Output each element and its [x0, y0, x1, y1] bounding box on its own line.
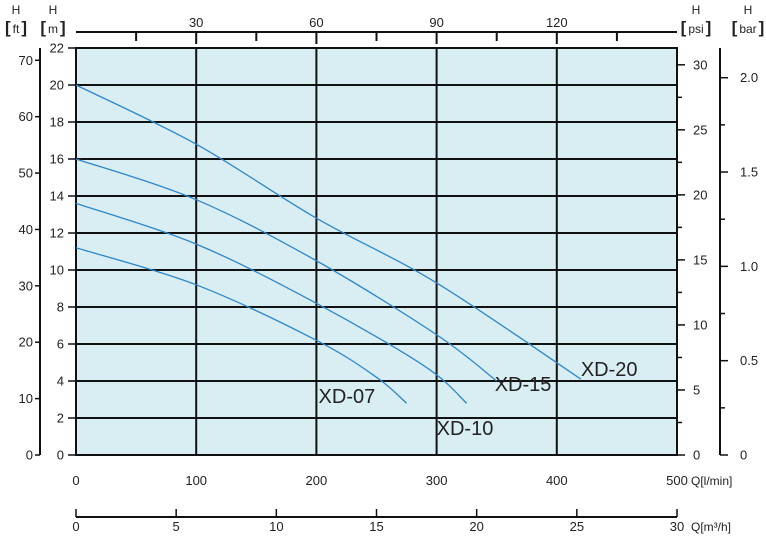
performance-curves — [75, 84, 582, 404]
psi-tick-label: 10 — [693, 317, 707, 332]
psi-tick-label: 30 — [693, 57, 707, 72]
ft-tick-label: 60 — [19, 109, 33, 124]
m3h-tick-label: 0 — [72, 519, 79, 534]
ft-tick-label: 70 — [19, 53, 33, 68]
series-label-xd-07: XD-07 — [319, 386, 376, 408]
head_m-bracket-close: ] — [60, 18, 66, 37]
psi-tick-label: 20 — [693, 187, 707, 202]
series-line-xd-20 — [75, 84, 582, 380]
m-tick-label: 0 — [57, 448, 64, 463]
m-tick-label: 10 — [50, 263, 64, 278]
lmin-tick-label: 400 — [546, 473, 568, 488]
m-tick-label: 6 — [57, 337, 64, 352]
head_ft-axis-name: H — [12, 3, 21, 17]
ft-tick-label: 10 — [19, 391, 33, 406]
head_bar-unit-label: bar — [739, 22, 756, 36]
ft-tick-label: 50 — [19, 166, 33, 181]
head_bar-bracket-open: [ — [732, 18, 738, 37]
m3h-tick-label: 5 — [173, 519, 180, 534]
head_psi-bracket-close: ] — [706, 18, 712, 37]
axes — [35, 31, 728, 518]
m3h-tick-label: 15 — [369, 519, 383, 534]
series-label-xd-15: XD-15 — [495, 374, 552, 396]
m-tick-label: 4 — [57, 374, 64, 389]
ft-tick-label: 40 — [19, 222, 33, 237]
lmin-tick-label: 500 — [666, 473, 688, 488]
head_bar-bracket-close: ] — [759, 18, 765, 37]
head_ft-bracket-close: ] — [21, 18, 27, 37]
m3h-tick-label: 25 — [570, 519, 584, 534]
head_m-bracket-open: [ — [40, 18, 46, 37]
lmin-tick-label: 0 — [72, 473, 79, 488]
lmin-tick-label: 100 — [185, 473, 207, 488]
plot-frame — [75, 47, 678, 456]
head_psi-axis-unit: [psi] — [681, 18, 712, 37]
m3h-tick-label: 10 — [269, 519, 283, 534]
head_psi-axis-name: H — [692, 3, 701, 17]
head_ft-axis-unit: [ft] — [5, 18, 27, 37]
m3h-tick-label: 20 — [469, 519, 483, 534]
bar-tick-label: 0 — [740, 448, 747, 463]
m-tick-label: 16 — [50, 152, 64, 167]
m-tick-label: 20 — [50, 78, 64, 93]
m-tick-label: 14 — [50, 189, 64, 204]
series-line-xd-15 — [75, 158, 498, 382]
head_psi-unit-label: psi — [688, 22, 703, 36]
bar-tick-label: 2.0 — [740, 70, 758, 85]
m-tick-label: 18 — [50, 115, 64, 130]
head_m-axis-name: H — [49, 3, 58, 17]
bar-tick-label: 0.5 — [740, 353, 758, 368]
lmin-axis-label: Q[l/min] — [691, 474, 732, 488]
plot-background — [76, 48, 677, 455]
labels: XD-07XD-10XD-15XD-2001020304050607002468… — [5, 3, 764, 534]
head_psi-bracket-open: [ — [681, 18, 687, 37]
bar-tick-label: 1.0 — [740, 259, 758, 274]
head_ft-unit-label: ft — [13, 22, 20, 36]
psi-tick-label: 25 — [693, 122, 707, 137]
head_bar-axis-unit: [bar] — [732, 18, 765, 37]
grid — [75, 47, 678, 456]
lmin-tick-label: 200 — [306, 473, 328, 488]
head_m-unit-label: m — [48, 22, 58, 36]
ft-tick-label: 20 — [19, 335, 33, 350]
series-label-xd-20: XD-20 — [581, 359, 638, 381]
head_bar-axis-name: H — [744, 3, 753, 17]
top-tick-label: 30 — [189, 15, 203, 30]
series-label-xd-10: XD-10 — [437, 418, 494, 440]
m-tick-label: 8 — [57, 300, 64, 315]
psi-tick-label: 5 — [693, 382, 700, 397]
top-tick-label: 90 — [429, 15, 443, 30]
psi-tick-label: 15 — [693, 252, 707, 267]
ft-tick-label: 30 — [19, 278, 33, 293]
series-line-xd-10 — [75, 202, 468, 404]
m-tick-label: 12 — [50, 226, 64, 241]
psi-tick-label: 0 — [693, 448, 700, 463]
ft-tick-label: 0 — [26, 448, 33, 463]
m-tick-label: 2 — [57, 411, 64, 426]
top-tick-label: 120 — [546, 15, 568, 30]
head_m-axis-unit: [m] — [40, 18, 65, 37]
lmin-tick-label: 300 — [426, 473, 448, 488]
bar-tick-label: 1.5 — [740, 165, 758, 180]
m3h-tick-label: 30 — [670, 519, 684, 534]
top-tick-label: 60 — [309, 15, 323, 30]
m3h-axis-label: Q[m³/h] — [691, 520, 731, 534]
head_ft-bracket-open: [ — [5, 18, 11, 37]
series-line-xd-07 — [75, 247, 407, 404]
m-tick-label: 22 — [50, 41, 64, 56]
